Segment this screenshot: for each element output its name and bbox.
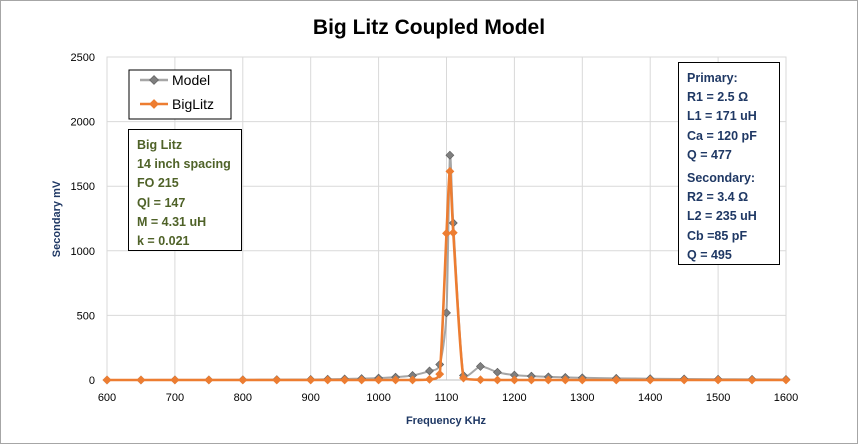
data-point xyxy=(560,375,570,385)
x-tick-label: 1400 xyxy=(638,392,662,404)
data-point xyxy=(374,375,384,385)
param-line: Big Litz xyxy=(137,138,183,152)
data-point xyxy=(747,375,757,385)
data-point xyxy=(493,375,502,385)
data-point xyxy=(170,375,180,385)
secondary-heading: Secondary: xyxy=(687,171,756,186)
data-point xyxy=(357,375,367,385)
data-point xyxy=(543,375,553,385)
primary-ca: Ca = 120 pF xyxy=(687,128,757,143)
x-tick-label: 700 xyxy=(166,392,184,404)
data-point xyxy=(204,375,214,385)
data-point xyxy=(459,373,468,383)
param-line: FO 215 xyxy=(137,176,179,191)
data-point xyxy=(425,374,434,384)
primary-l1: L1 = 171 uH xyxy=(687,109,757,124)
data-point xyxy=(102,375,112,385)
legend-item-biglitz: BigLitz xyxy=(140,96,214,112)
y-axis-label: Secondary mV xyxy=(51,180,63,257)
x-tick-label: 1600 xyxy=(774,392,798,404)
x-tick-label: 1100 xyxy=(435,392,459,404)
y-tick-label: 1500 xyxy=(71,181,95,193)
x-tick-label: 1000 xyxy=(366,392,390,404)
data-point xyxy=(391,375,400,385)
x-tick-label: 1200 xyxy=(502,392,526,404)
param-line: 14 inch spacing xyxy=(137,157,231,172)
secondary-cb: Cb =85 pF xyxy=(687,228,748,243)
legend-marker xyxy=(149,75,159,85)
series-layer xyxy=(102,150,791,385)
data-point xyxy=(445,166,455,176)
data-point xyxy=(306,375,316,385)
x-tick-label: 900 xyxy=(302,392,320,404)
model-parameters-box: Big Litz 14 inch spacing FO 215 Ql = 147… xyxy=(128,129,242,251)
legend-marker xyxy=(149,99,159,109)
x-tick-label: 600 xyxy=(98,392,116,404)
data-point xyxy=(272,375,282,385)
series-line xyxy=(106,170,786,382)
y-tick-label: 1000 xyxy=(71,246,95,258)
chart-title: Big Litz Coupled Model xyxy=(313,16,545,39)
y-tick-label: 2500 xyxy=(71,52,95,64)
legend: Model BigLitz xyxy=(128,69,232,120)
data-point xyxy=(781,375,791,385)
primary-heading: Primary: xyxy=(687,71,738,85)
legend-label: Model xyxy=(172,72,210,88)
x-tick-label: 800 xyxy=(234,392,252,404)
data-point xyxy=(448,228,458,238)
data-point xyxy=(645,375,655,385)
data-point xyxy=(577,375,587,385)
data-point xyxy=(476,375,485,385)
data-point xyxy=(679,375,689,385)
data-point xyxy=(476,362,485,371)
legend-item-model: Model xyxy=(140,72,210,88)
legend-label: BigLitz xyxy=(172,96,214,112)
secondary-q: Q = 495 xyxy=(687,247,732,262)
legend-items: Model BigLitz xyxy=(140,72,214,112)
secondary-r2: R2 = 3.4 Ω xyxy=(687,190,749,205)
data-point xyxy=(493,367,502,377)
data-point xyxy=(442,228,451,238)
data-point xyxy=(425,366,434,376)
data-point xyxy=(509,375,519,385)
y-tick-label: 500 xyxy=(77,310,95,322)
tick-labels: 600 700 800 900 1000 1100 1200 1300 1400 1500 1600… xyxy=(71,52,799,404)
param-line: k = 0.021 xyxy=(137,234,190,249)
primary-q: Q = 477 xyxy=(687,147,732,162)
primary-r1: R1 = 2.5 Ω xyxy=(687,90,749,105)
param-line: M = 4.31 uH xyxy=(137,214,207,229)
data-point xyxy=(435,369,445,379)
y-tick-label: 0 xyxy=(89,375,95,387)
x-axis-label: Frequency KHz xyxy=(406,415,487,427)
data-point xyxy=(611,375,621,385)
data-point xyxy=(445,150,455,160)
param-line: Ql = 147 xyxy=(137,195,186,210)
circuit-parameters-box: Primary: R1 = 2.5 Ω L1 = 171 uH Ca = 120… xyxy=(678,62,780,265)
data-point xyxy=(238,375,248,385)
data-point xyxy=(323,375,333,385)
series-biglitz xyxy=(102,166,791,385)
y-tick-label: 2000 xyxy=(71,117,95,129)
data-point xyxy=(713,375,723,385)
data-point xyxy=(408,375,417,385)
data-point xyxy=(526,375,536,385)
secondary-l2: L2 = 235 uH xyxy=(687,209,757,224)
data-point xyxy=(340,375,350,385)
x-tick-label: 1300 xyxy=(570,392,594,404)
legend-box xyxy=(128,69,232,120)
data-point xyxy=(136,375,146,385)
x-tick-label: 1500 xyxy=(706,392,730,404)
